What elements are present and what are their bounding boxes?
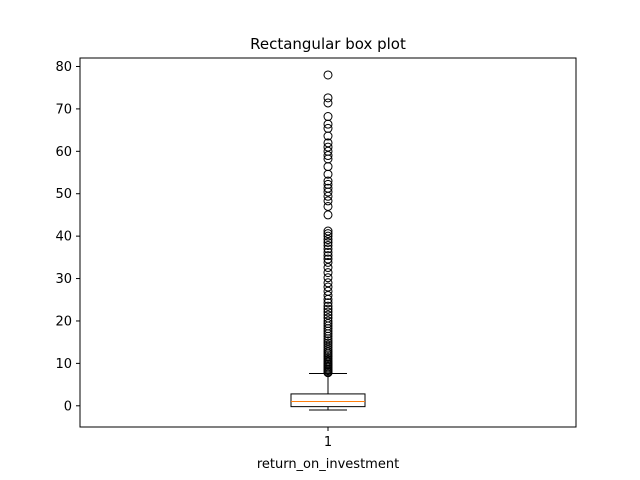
y-tick-label: 40 <box>55 230 72 245</box>
outlier-point <box>323 238 333 247</box>
y-tick-label: 20 <box>55 314 72 329</box>
outlier-point <box>323 254 333 264</box>
outlier-point <box>323 257 333 267</box>
outlier-point <box>323 162 333 172</box>
y-tick-label: 0 <box>64 399 72 414</box>
outlier-point <box>323 201 333 211</box>
outlier-point <box>323 301 333 311</box>
outlier-point <box>323 229 333 239</box>
outlier-point <box>323 268 333 278</box>
outlier-point <box>323 338 333 348</box>
outlier-point <box>323 278 333 288</box>
outlier-point <box>323 196 333 206</box>
outlier-point <box>323 179 333 189</box>
y-tick-label: 60 <box>55 145 72 160</box>
y-tick-label: 30 <box>55 272 72 287</box>
iqr-box <box>290 393 366 408</box>
outlier-point <box>323 210 333 220</box>
outlier-point <box>323 310 333 320</box>
x-tick-label: 1 <box>324 435 332 450</box>
outlier-point <box>323 336 333 346</box>
outlier-point <box>323 244 333 254</box>
outlier-point <box>323 112 333 122</box>
chart-title: Rectangular box plot <box>250 35 406 53</box>
outlier-point <box>323 313 333 323</box>
outlier-point <box>323 183 333 193</box>
outlier-point <box>323 298 333 308</box>
outlier-point <box>323 247 333 257</box>
axes-frame <box>79 57 577 428</box>
y-tick-label: 70 <box>55 102 72 117</box>
outlier-point <box>323 307 333 317</box>
plot-area <box>290 70 366 411</box>
outlier-point <box>323 93 333 103</box>
outlier-point <box>323 240 333 250</box>
outlier-point <box>323 70 333 80</box>
y-tick-label: 50 <box>55 187 72 202</box>
outlier-point <box>323 340 333 350</box>
outlier-point <box>323 304 333 314</box>
outlier-point <box>323 231 333 241</box>
outlier-point <box>323 282 333 292</box>
x-axis-label: return_on_investment <box>257 457 399 472</box>
y-axis: 0 10 20 30 40 50 60 70 80 <box>55 60 80 414</box>
outlier-point <box>323 142 333 152</box>
outlier-point <box>323 176 333 186</box>
y-tick-label: 10 <box>55 357 72 372</box>
outlier-point <box>323 98 333 108</box>
outlier-point <box>323 138 333 148</box>
outlier-point <box>323 316 333 326</box>
outlier-point <box>323 273 333 283</box>
x-axis: 1 <box>324 427 332 450</box>
outlier-point <box>323 123 333 133</box>
outlier-point <box>323 251 333 261</box>
outlier-point <box>323 226 333 236</box>
y-tick-label: 80 <box>55 60 72 75</box>
